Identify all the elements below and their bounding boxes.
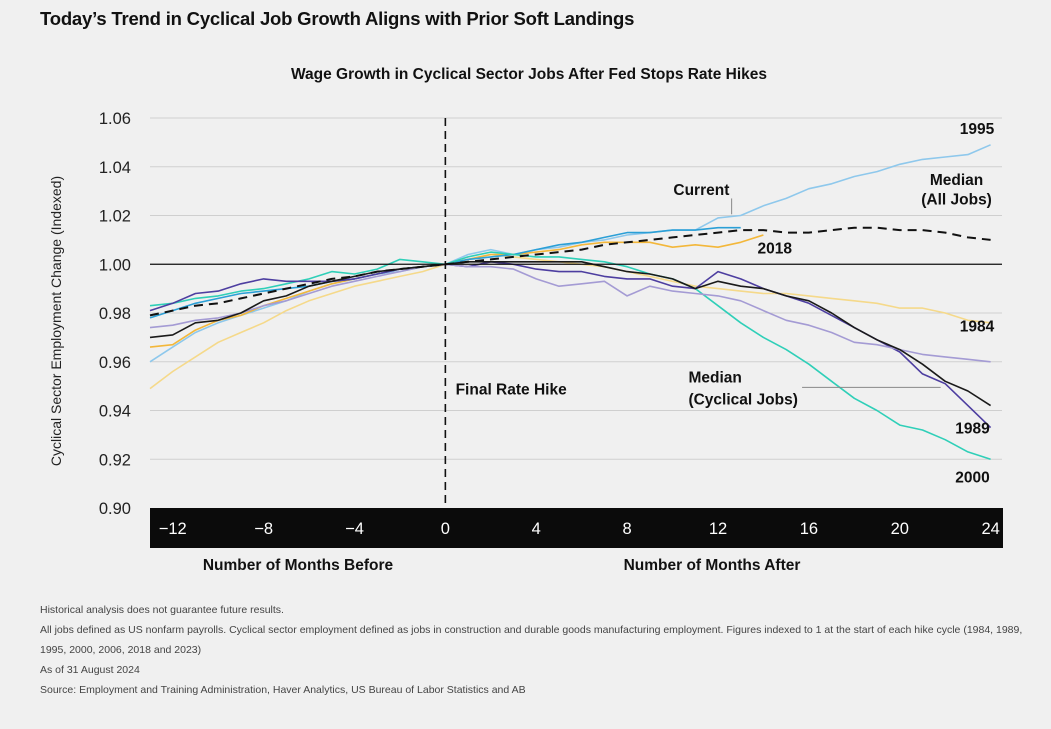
annotation-label: 1989 [955, 421, 990, 438]
x-axis-ticks: −12 −8 −4 0 4 8 12 16 20 24 [159, 520, 1000, 538]
x-axis-band [150, 508, 1003, 548]
x-tick-label: −12 [159, 520, 187, 538]
series-layer [149, 144, 992, 460]
annotation-label: 1984 [960, 318, 995, 335]
footnotes: Historical analysis does not guarantee f… [40, 600, 1030, 700]
x-tick-label: 20 [891, 520, 909, 538]
y-axis-ticks: 0.90 0.92 0.94 0.96 0.98 1.00 1.02 1.04 1.06 [99, 110, 131, 518]
gridlines [150, 117, 1002, 460]
y-tick-label: 0.92 [99, 451, 131, 469]
y-tick-label: 1.02 [99, 208, 131, 226]
y-tick-label: 1.04 [99, 159, 131, 177]
y-tick-label: 0.96 [99, 354, 131, 372]
series-line-1995 [149, 144, 991, 363]
annotation-label: Median [688, 369, 741, 386]
annotations: 1995 Current Median (All Jobs) 2018 1984 Media… [456, 121, 995, 487]
reference-lines [150, 118, 1002, 508]
x-tick-label: 12 [709, 520, 727, 538]
series-line-1984 [149, 253, 991, 390]
annotation-label: (Cyclical Jobs) [688, 391, 797, 408]
x-tick-label: 0 [441, 520, 450, 538]
y-tick-label: 1.06 [99, 110, 131, 128]
series-line-median-all-jobs [149, 226, 991, 317]
annotation-label: Median [930, 172, 983, 189]
footnote-source: Source: Employment and Training Administ… [40, 684, 526, 696]
annotation-label: 1995 [960, 121, 995, 138]
x-axis-label-after: Number of Months After [624, 557, 801, 574]
y-axis-label: Cyclical Sector Employment Change (Index… [48, 176, 64, 466]
annotation-label: 2018 [758, 240, 793, 257]
x-tick-label: 24 [981, 520, 999, 538]
footnote-definitions: All jobs defined as US nonfarm payrolls.… [40, 624, 1023, 656]
page-title: Today’s Trend in Cyclical Job Growth Ali… [40, 8, 635, 29]
y-tick-label: 0.94 [99, 403, 131, 421]
x-tick-label: 16 [800, 520, 818, 538]
footnote-disclaimer: Historical analysis does not guarantee f… [40, 604, 284, 616]
annotation-label: 2000 [955, 469, 989, 486]
x-tick-label: −8 [254, 520, 273, 538]
footnote-date: As of 31 August 2024 [40, 664, 140, 676]
annotation-label: Final Rate Hike [456, 382, 567, 399]
series-line-median-cyclical-jobs [149, 260, 992, 407]
line-chart: Wage Growth in Cyclical Sector Jobs Afte… [48, 66, 1003, 574]
y-tick-label: 0.98 [99, 305, 131, 323]
x-axis-label-before: Number of Months Before [203, 557, 394, 574]
annotation-label: (All Jobs) [921, 192, 992, 209]
x-tick-label: −4 [345, 520, 364, 538]
series-line-2000 [149, 251, 991, 460]
x-tick-label: 8 [623, 520, 632, 538]
x-tick-label: 4 [532, 520, 541, 538]
series-line-unlabeled [149, 263, 991, 363]
y-tick-label: 0.90 [99, 500, 131, 518]
y-tick-label: 1.00 [99, 256, 131, 274]
chart-title: Wage Growth in Cyclical Sector Jobs Afte… [291, 66, 767, 83]
annotation-label: Current [673, 182, 729, 199]
